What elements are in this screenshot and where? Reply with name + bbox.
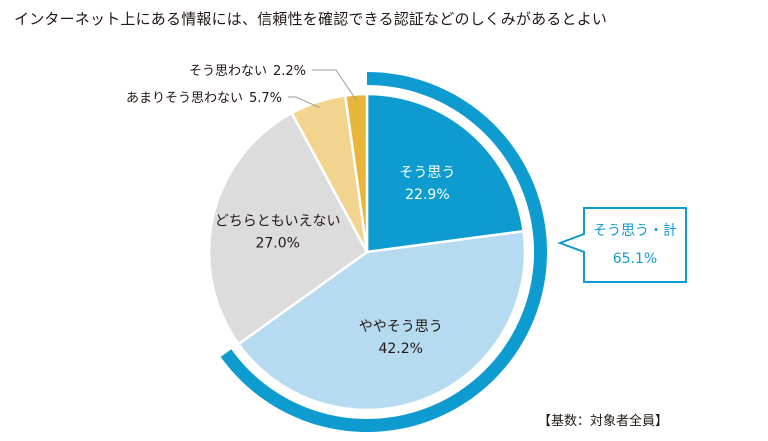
slice-1-wedge <box>365 92 525 254</box>
slice-2-label: ややそう思う <box>359 319 443 335</box>
slice-2-wedge <box>237 229 527 412</box>
callout-value: 65.1% <box>613 251 657 267</box>
slice-4-label: あまりそう思わない 5.7% <box>126 91 282 106</box>
total-callout: そう思う・計 65.1% <box>557 207 687 283</box>
slice-1-label: そう思う <box>399 165 455 181</box>
slice-5-label: そう思わない 2.2% <box>189 64 306 79</box>
slice-3-value: 27.0% <box>255 235 299 251</box>
pie-slices <box>207 92 527 412</box>
callout-box <box>557 207 687 283</box>
callout-label: そう思う・計 <box>593 223 677 239</box>
slice-2-value: 42.2% <box>378 341 422 357</box>
slice-1-value: 22.9% <box>405 187 449 203</box>
slice-5-wedge <box>343 92 369 254</box>
slice-5-leader <box>312 69 357 101</box>
slice-3-wedge <box>207 111 369 346</box>
slice-4-leader <box>288 96 320 109</box>
base-note: 【基数：対象者全員】 <box>537 414 668 429</box>
slice-3-label: どちらともいえない <box>215 213 341 229</box>
chart-title: インターネット上にある情報には、信頼性を確認できる認証などのしくみがあるとよい <box>14 10 608 28</box>
pie-labels: そう思う 22.9% ややそう思う 42.2% どちらともいえない 27.0% あまりそう思… <box>126 64 455 357</box>
